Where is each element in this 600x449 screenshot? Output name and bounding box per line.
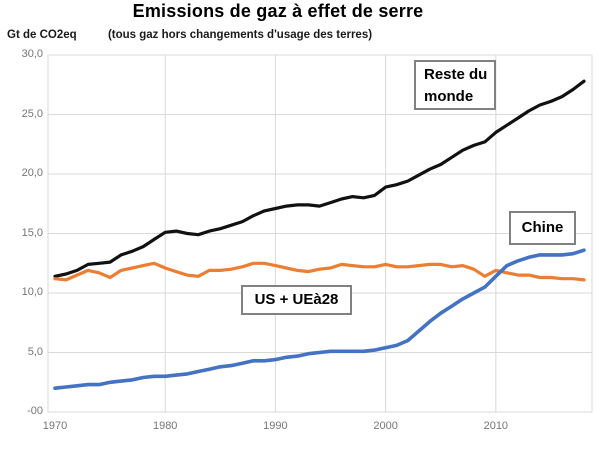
series-line-chine [53, 248, 586, 391]
x-tick-label: 1980 [152, 420, 178, 432]
y-tick-label: 25,0 [21, 107, 43, 120]
annotation-reste-du-monde: Reste du monde [414, 60, 496, 110]
y-tick-label: -00 [27, 405, 43, 417]
plot-border [47, 54, 593, 413]
chart-title: Emissions de gaz à effet de serre [132, 1, 424, 21]
y-tick-label: 30,0 [21, 48, 43, 60]
x-tick-label: 2000 [373, 420, 398, 432]
series-line-reste-du-monde [53, 79, 586, 278]
y-tick-label: 10,0 [21, 286, 43, 298]
y-tick-label: 5,0 [27, 345, 43, 358]
annotation-chine: Chine [509, 211, 576, 245]
chart-subtitle: (tous gaz hors changements d'usage des t… [107, 29, 373, 41]
x-tick-label: 2010 [483, 420, 509, 432]
series-line-us-ue-28 [53, 261, 586, 282]
y-tick-label: 15,0 [21, 226, 43, 239]
x-tick-label: 1970 [42, 420, 68, 432]
annotation-us-ue28: US + UEà28 [241, 285, 352, 315]
y-tick-label: 20,0 [21, 167, 43, 179]
y-axis-unit-label: Gt de CO2eq [7, 29, 77, 41]
x-tick-label: 1990 [263, 420, 288, 432]
